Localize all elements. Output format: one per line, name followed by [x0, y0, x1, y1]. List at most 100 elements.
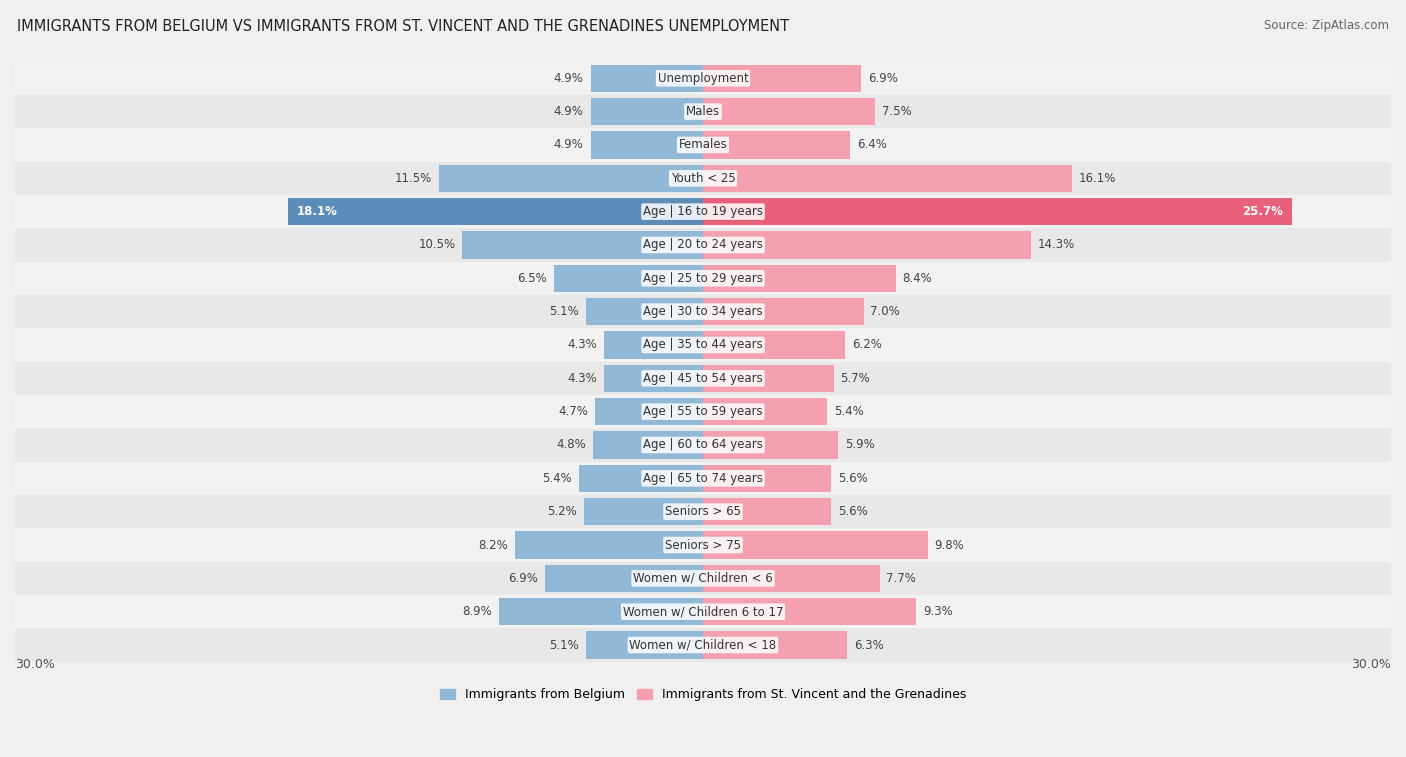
Legend: Immigrants from Belgium, Immigrants from St. Vincent and the Grenadines: Immigrants from Belgium, Immigrants from… [434, 683, 972, 706]
Bar [591, 131, 703, 159]
Text: Males: Males [686, 105, 720, 118]
Text: Females: Females [679, 139, 727, 151]
Bar [703, 465, 831, 492]
Text: 6.2%: 6.2% [852, 338, 882, 351]
Bar [15, 229, 1391, 262]
Text: 6.9%: 6.9% [868, 72, 898, 85]
Text: 4.3%: 4.3% [568, 372, 598, 385]
Text: 4.3%: 4.3% [568, 338, 598, 351]
Text: Women w/ Children 6 to 17: Women w/ Children 6 to 17 [623, 605, 783, 618]
Text: 4.7%: 4.7% [558, 405, 588, 418]
Text: 9.8%: 9.8% [935, 538, 965, 552]
Text: Age | 16 to 19 years: Age | 16 to 19 years [643, 205, 763, 218]
Bar [15, 195, 1391, 229]
Bar [703, 64, 862, 92]
Bar [15, 95, 1391, 128]
Text: 8.4%: 8.4% [903, 272, 932, 285]
Text: 18.1%: 18.1% [297, 205, 337, 218]
Bar [591, 98, 703, 126]
Text: 4.9%: 4.9% [554, 105, 583, 118]
Bar [554, 265, 703, 292]
Bar [586, 631, 703, 659]
Bar [15, 295, 1391, 329]
Text: 6.5%: 6.5% [517, 272, 547, 285]
Bar [605, 365, 703, 392]
Text: Age | 25 to 29 years: Age | 25 to 29 years [643, 272, 763, 285]
Bar [15, 428, 1391, 462]
Text: 5.4%: 5.4% [543, 472, 572, 484]
Bar [703, 631, 848, 659]
Bar [15, 562, 1391, 595]
Text: IMMIGRANTS FROM BELGIUM VS IMMIGRANTS FROM ST. VINCENT AND THE GRENADINES UNEMPL: IMMIGRANTS FROM BELGIUM VS IMMIGRANTS FR… [17, 19, 789, 34]
Text: 6.3%: 6.3% [855, 638, 884, 652]
Text: 7.5%: 7.5% [882, 105, 911, 118]
Bar [703, 198, 1292, 226]
Text: 7.7%: 7.7% [886, 572, 917, 585]
Text: 6.9%: 6.9% [508, 572, 538, 585]
Text: 5.9%: 5.9% [845, 438, 875, 451]
Text: 5.7%: 5.7% [841, 372, 870, 385]
Text: 8.2%: 8.2% [478, 538, 508, 552]
Text: 5.1%: 5.1% [550, 305, 579, 318]
Text: 4.9%: 4.9% [554, 139, 583, 151]
Text: 4.8%: 4.8% [557, 438, 586, 451]
Bar [15, 495, 1391, 528]
Text: 5.2%: 5.2% [547, 505, 576, 519]
Bar [288, 198, 703, 226]
Text: 5.4%: 5.4% [834, 405, 863, 418]
Text: Seniors > 65: Seniors > 65 [665, 505, 741, 519]
Bar [703, 298, 863, 326]
Bar [515, 531, 703, 559]
Text: Youth < 25: Youth < 25 [671, 172, 735, 185]
Text: 16.1%: 16.1% [1080, 172, 1116, 185]
Text: Women w/ Children < 18: Women w/ Children < 18 [630, 638, 776, 652]
Bar [544, 565, 703, 592]
Text: 9.3%: 9.3% [924, 605, 953, 618]
Text: 7.0%: 7.0% [870, 305, 900, 318]
Bar [15, 362, 1391, 395]
Bar [703, 232, 1031, 259]
Text: 5.6%: 5.6% [838, 472, 868, 484]
Text: Age | 30 to 34 years: Age | 30 to 34 years [643, 305, 763, 318]
Bar [703, 431, 838, 459]
Text: Source: ZipAtlas.com: Source: ZipAtlas.com [1264, 19, 1389, 32]
Bar [15, 329, 1391, 362]
Bar [593, 431, 703, 459]
Bar [703, 332, 845, 359]
Bar [703, 598, 917, 625]
Text: 30.0%: 30.0% [15, 658, 55, 671]
Bar [703, 265, 896, 292]
Bar [463, 232, 703, 259]
Bar [586, 298, 703, 326]
Bar [703, 498, 831, 525]
Bar [15, 462, 1391, 495]
Text: Age | 45 to 54 years: Age | 45 to 54 years [643, 372, 763, 385]
Text: 14.3%: 14.3% [1038, 238, 1076, 251]
Bar [591, 64, 703, 92]
Text: 25.7%: 25.7% [1243, 205, 1284, 218]
Bar [15, 262, 1391, 295]
Bar [499, 598, 703, 625]
Bar [15, 628, 1391, 662]
Text: Women w/ Children < 6: Women w/ Children < 6 [633, 572, 773, 585]
Bar [15, 595, 1391, 628]
Text: Age | 35 to 44 years: Age | 35 to 44 years [643, 338, 763, 351]
Bar [703, 164, 1073, 192]
Bar [15, 395, 1391, 428]
Text: 5.1%: 5.1% [550, 638, 579, 652]
Bar [703, 398, 827, 425]
Text: 5.6%: 5.6% [838, 505, 868, 519]
Bar [439, 164, 703, 192]
Text: Age | 60 to 64 years: Age | 60 to 64 years [643, 438, 763, 451]
Bar [703, 565, 880, 592]
Bar [703, 531, 928, 559]
Bar [583, 498, 703, 525]
Text: 30.0%: 30.0% [1351, 658, 1391, 671]
Bar [15, 528, 1391, 562]
Text: Age | 20 to 24 years: Age | 20 to 24 years [643, 238, 763, 251]
Text: 6.4%: 6.4% [856, 139, 887, 151]
Bar [703, 365, 834, 392]
Text: 11.5%: 11.5% [395, 172, 433, 185]
Text: 8.9%: 8.9% [463, 605, 492, 618]
Bar [15, 128, 1391, 162]
